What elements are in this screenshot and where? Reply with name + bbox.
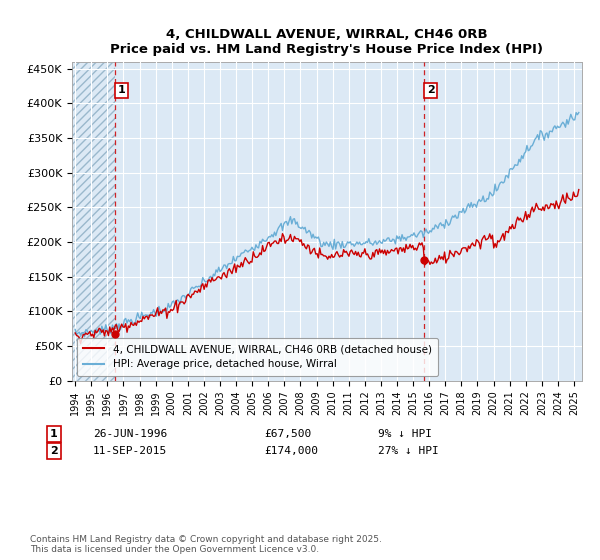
Text: Contains HM Land Registry data © Crown copyright and database right 2025.
This d: Contains HM Land Registry data © Crown c… <box>30 535 382 554</box>
Text: £67,500: £67,500 <box>264 429 311 439</box>
Text: 2: 2 <box>427 85 434 95</box>
Text: 11-SEP-2015: 11-SEP-2015 <box>93 446 167 456</box>
Text: 1: 1 <box>118 85 125 95</box>
Text: 1: 1 <box>50 429 58 439</box>
Title: 4, CHILDWALL AVENUE, WIRRAL, CH46 0RB
Price paid vs. HM Land Registry's House Pr: 4, CHILDWALL AVENUE, WIRRAL, CH46 0RB Pr… <box>110 28 544 56</box>
Bar <box>72 62 115 381</box>
Text: 9% ↓ HPI: 9% ↓ HPI <box>378 429 432 439</box>
Text: 26-JUN-1996: 26-JUN-1996 <box>93 429 167 439</box>
Text: 2: 2 <box>50 446 58 456</box>
Legend: 4, CHILDWALL AVENUE, WIRRAL, CH46 0RB (detached house), HPI: Average price, deta: 4, CHILDWALL AVENUE, WIRRAL, CH46 0RB (d… <box>77 338 438 376</box>
Text: £174,000: £174,000 <box>264 446 318 456</box>
Text: 27% ↓ HPI: 27% ↓ HPI <box>378 446 439 456</box>
